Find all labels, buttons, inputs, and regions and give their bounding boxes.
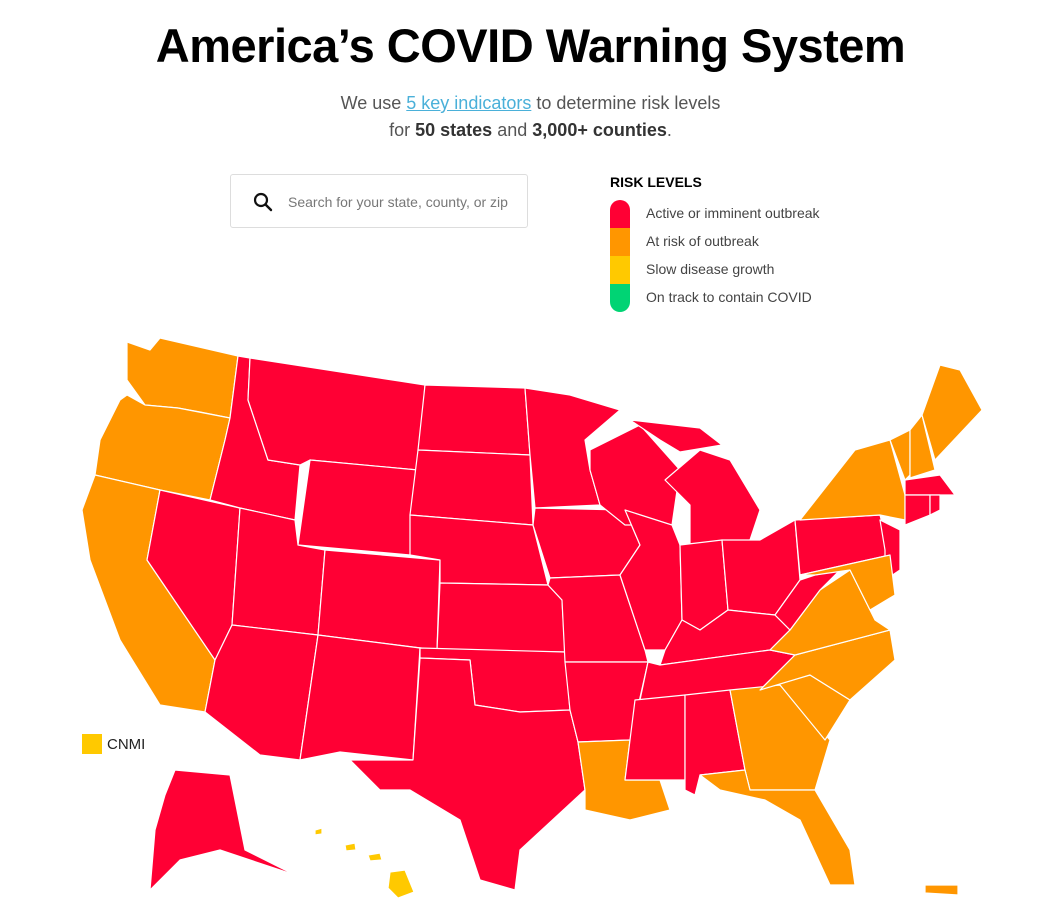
state-shape[interactable] [924,884,959,896]
subtitle-text: and [497,120,528,140]
state-shape[interactable] [317,549,441,651]
state-shape[interactable] [314,827,323,836]
state-shape[interactable] [349,657,586,891]
subtitle-text: to determine risk levels [536,93,721,113]
legend-title: RISK LEVELS [610,174,702,190]
legend-label: Active or imminent outbreak [646,205,820,221]
state-shape[interactable] [929,494,941,516]
subtitle-text: . [666,120,672,140]
legend-swatch [610,256,630,284]
legend-swatch [610,284,630,312]
state-shape[interactable] [799,439,906,521]
legend-label: Slow disease growth [646,261,775,277]
subtitle-text: We use [340,93,402,113]
state-shape[interactable] [624,694,686,781]
state-shape[interactable] [417,384,531,456]
counties-count: 3,000+ counties [532,120,667,140]
legend-bar [610,200,630,312]
legend-swatch [610,228,630,256]
state-shape[interactable] [799,554,896,611]
cnmi-label: CNMI [107,736,145,753]
state-shape[interactable] [247,357,426,471]
subtitle: We use 5 key indicators to determine ris… [0,90,1061,144]
state-shape[interactable] [909,414,936,479]
search-placeholder: Search for your state, county, or zip [288,194,508,210]
state-shape[interactable] [149,769,296,891]
state-shape[interactable] [297,459,419,556]
cnmi-swatch[interactable] [82,734,102,754]
legend: RISK LEVELS Active or imminent outbreak A… [610,174,820,312]
legend-swatch [610,200,630,228]
legend-label: At risk of outbreak [646,233,759,249]
page-title: America’s COVID Warning System [155,19,906,72]
legend-label: On track to contain COVID [646,289,812,305]
state-shape[interactable] [904,474,956,496]
state-shape[interactable] [409,449,534,526]
states-count: 50 states [415,120,493,140]
state-shape[interactable] [367,852,383,862]
state-shape[interactable] [299,634,421,761]
state-shape[interactable] [344,842,357,852]
state-shape[interactable] [204,624,319,761]
state-shape[interactable] [904,494,931,526]
state-shape[interactable] [619,509,683,651]
state-shape[interactable] [699,769,856,886]
search-icon [253,192,273,212]
state-shape[interactable] [921,364,983,461]
search-box[interactable]: Search for your state, county, or zip [230,174,528,228]
state-shapes [81,337,983,899]
state-shape[interactable] [629,419,723,453]
state-shape[interactable] [436,582,566,653]
subtitle-text: for [389,120,411,140]
state-shape[interactable] [664,449,761,546]
indicators-link[interactable]: 5 key indicators [406,93,532,113]
state-shape[interactable] [387,869,415,899]
